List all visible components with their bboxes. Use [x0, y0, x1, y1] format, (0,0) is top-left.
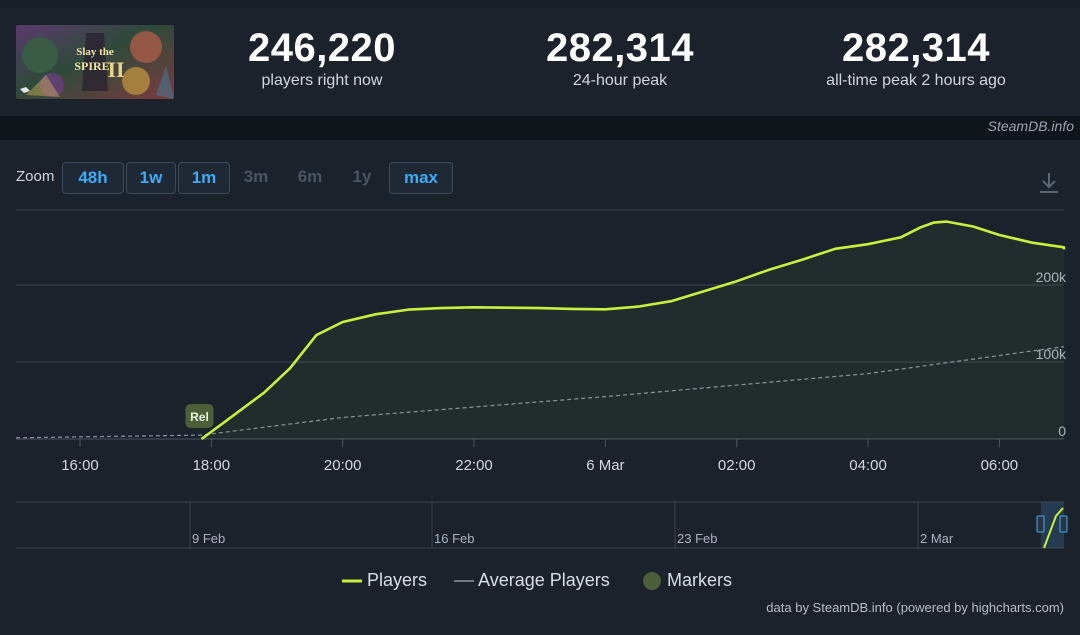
top-bar — [0, 0, 1080, 8]
zoom-6m-button: 6m — [297, 167, 323, 186]
all-time-peak-value: 282,314 — [841, 26, 991, 70]
svg-text:Slay the: Slay the — [76, 46, 114, 58]
zoom-48h-button[interactable]: 48h — [62, 162, 124, 194]
x-tick-label: 02:00 — [718, 457, 756, 474]
zoom-1w-button[interactable]: 1w — [126, 162, 176, 194]
legend-average-swatch-icon — [454, 580, 474, 582]
navigator-series — [1043, 507, 1064, 549]
release-marker[interactable] — [185, 404, 214, 428]
game-artwork-icon: Slay the SPIRE II — [16, 25, 174, 99]
x-tick-label: 6 Mar — [586, 457, 624, 474]
svg-text:SPIRE: SPIRE — [74, 59, 109, 73]
stat-24h-peak: 282,314 24-hour peak — [520, 26, 720, 92]
x-tick-label: 06:00 — [981, 457, 1019, 474]
y-tick-label: 100k — [1036, 346, 1067, 362]
steamdb-watermark[interactable]: SteamDB.info — [987, 118, 1074, 134]
navigator-label: 23 Feb — [677, 531, 717, 546]
peak-24h-label: 24-hour peak — [572, 72, 668, 89]
navigator-handle-right[interactable] — [1059, 515, 1068, 533]
download-icon[interactable] — [1036, 170, 1062, 196]
navigator-label: 2 Mar — [920, 531, 954, 546]
current-players-value: 246,220 — [247, 26, 397, 70]
x-tick-label: 04:00 — [849, 457, 887, 474]
legend-markers[interactable]: Markers — [642, 570, 732, 591]
legend-average-players-label: Average Players — [478, 570, 610, 590]
players-area — [201, 221, 1064, 439]
legend-markers-swatch-icon — [643, 572, 661, 591]
legend-players[interactable]: Players — [342, 570, 427, 591]
navigator-handle-left[interactable] — [1036, 515, 1045, 533]
navigator-label: 9 Feb — [192, 531, 225, 546]
stat-current-players: 246,220 players right now — [222, 26, 422, 92]
legend-average-players[interactable]: Average Players — [454, 570, 610, 591]
navigator-label: 16 Feb — [434, 531, 474, 546]
stats-panel: Slay the SPIRE II 246,220 players right … — [0, 8, 1080, 116]
zoom-max-button[interactable]: max — [389, 162, 453, 194]
player-chart[interactable]: 0 100k 200k 16:00 18:00 20:00 22:00 6 Mar 02:00… — [0, 140, 1080, 560]
current-players-label: players right now — [261, 72, 383, 89]
legend-players-label: Players — [367, 570, 428, 590]
zoom-3m-button: 3m — [243, 167, 269, 186]
legend-players-swatch-icon — [342, 579, 362, 583]
y-tick-label: 0 — [1058, 423, 1066, 439]
all-time-peak-label: all-time peak 2 hours ago — [826, 72, 1006, 89]
average-players-line[interactable] — [15, 346, 1065, 439]
zoom-1y-button: 1y — [352, 167, 372, 186]
stat-all-time-peak: 282,314 all-time peak 2 hours ago — [786, 26, 1046, 92]
game-logo[interactable]: Slay the SPIRE II — [16, 25, 174, 99]
x-tick-label: 20:00 — [324, 457, 362, 474]
y-tick-label: 200k — [1036, 269, 1067, 285]
chart-credit[interactable]: data by SteamDB.info (powered by highcha… — [766, 600, 1064, 615]
svg-text:II: II — [107, 57, 124, 82]
x-tick-label: 18:00 — [193, 457, 231, 474]
release-marker-label: Rel — [190, 410, 209, 424]
x-tick-label: 16:00 — [61, 457, 99, 474]
players-line[interactable] — [200, 220, 1066, 441]
x-tick-label: 22:00 — [455, 457, 493, 474]
peak-24h-value: 282,314 — [545, 26, 695, 70]
legend-markers-label: Markers — [667, 570, 733, 590]
zoom-1m-button[interactable]: 1m — [178, 162, 230, 194]
chart-panel: Zoom 48h 1w 1m 3m 6m 1y max 0 100k 200k 16:00 18:… — [0, 140, 1080, 635]
zoom-label: Zoom — [16, 168, 55, 185]
